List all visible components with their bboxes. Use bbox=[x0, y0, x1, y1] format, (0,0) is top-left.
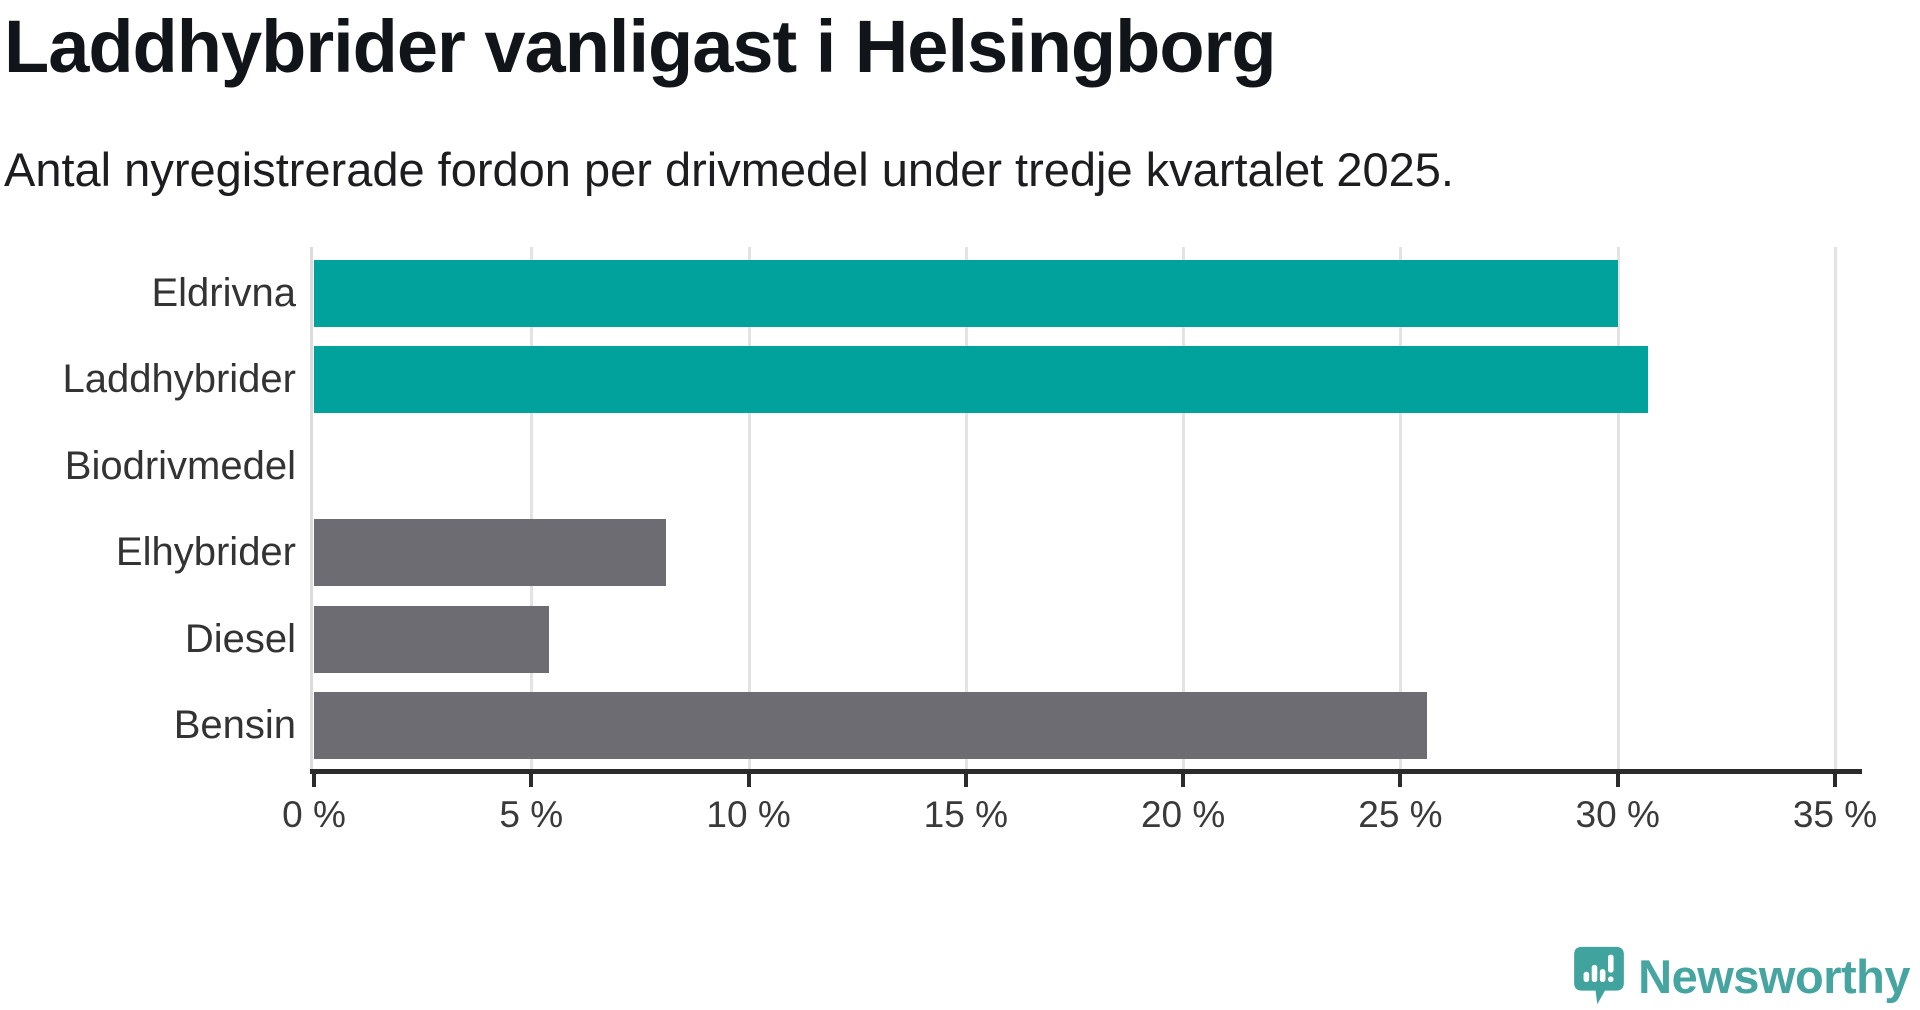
bar-eldrivna bbox=[314, 259, 1618, 327]
x-tick-label-10: 10 % bbox=[706, 794, 791, 835]
gridline-20 bbox=[1182, 247, 1186, 769]
x-tick-10 bbox=[746, 774, 751, 787]
x-tick-5 bbox=[529, 774, 534, 787]
x-tick-label-15: 15 % bbox=[923, 794, 1009, 835]
x-axis-line bbox=[310, 769, 1862, 774]
x-tick-35 bbox=[1833, 774, 1837, 787]
gridline-15 bbox=[964, 247, 968, 769]
newsworthy-speech-bubble-chart-icon bbox=[1574, 946, 1625, 1005]
x-tick-label-5: 5 % bbox=[499, 794, 564, 835]
x-tick-label-25: 25 % bbox=[1358, 794, 1443, 835]
bar-diesel bbox=[314, 605, 549, 673]
bar-laddhybrider bbox=[314, 346, 1649, 414]
category-label-eldrivna: Eldrivna bbox=[151, 270, 296, 315]
category-label-elhybrider: Elhybrider bbox=[115, 530, 296, 575]
category-label-biodrivmedel: Biodrivmedel bbox=[64, 443, 296, 488]
y-axis-line bbox=[310, 247, 313, 769]
page-title: Laddhybrider vanligast i Helsingborg bbox=[4, 5, 1277, 88]
gridline-25 bbox=[1399, 247, 1403, 769]
x-tick-15 bbox=[963, 774, 968, 787]
page-subtitle: Antal nyregistrerade fordon per drivmede… bbox=[4, 143, 1454, 196]
gridline-30 bbox=[1616, 247, 1620, 769]
x-tick-label-20: 20 % bbox=[1140, 794, 1226, 835]
bar-bensin bbox=[314, 692, 1427, 760]
newsworthy-logo-text: Newsworthy bbox=[1638, 949, 1910, 1003]
gridline-5 bbox=[530, 247, 534, 769]
x-tick-label-0: 0 % bbox=[282, 794, 346, 835]
x-tick-30 bbox=[1615, 774, 1620, 787]
category-label-laddhybrider: Laddhybrider bbox=[62, 357, 297, 402]
gridline-35 bbox=[1834, 247, 1837, 769]
category-label-bensin: Bensin bbox=[173, 703, 296, 748]
x-tick-20 bbox=[1181, 774, 1186, 787]
x-tick-label-30: 30 % bbox=[1575, 794, 1660, 835]
x-tick-label-35: 35 % bbox=[1792, 794, 1878, 835]
x-tick-25 bbox=[1398, 774, 1403, 787]
category-label-diesel: Diesel bbox=[184, 616, 296, 661]
newsworthy-branding: Newsworthy bbox=[1573, 946, 1910, 1006]
gridline-10 bbox=[747, 247, 751, 769]
x-tick-0 bbox=[312, 774, 316, 787]
bar-elhybrider bbox=[314, 519, 666, 587]
